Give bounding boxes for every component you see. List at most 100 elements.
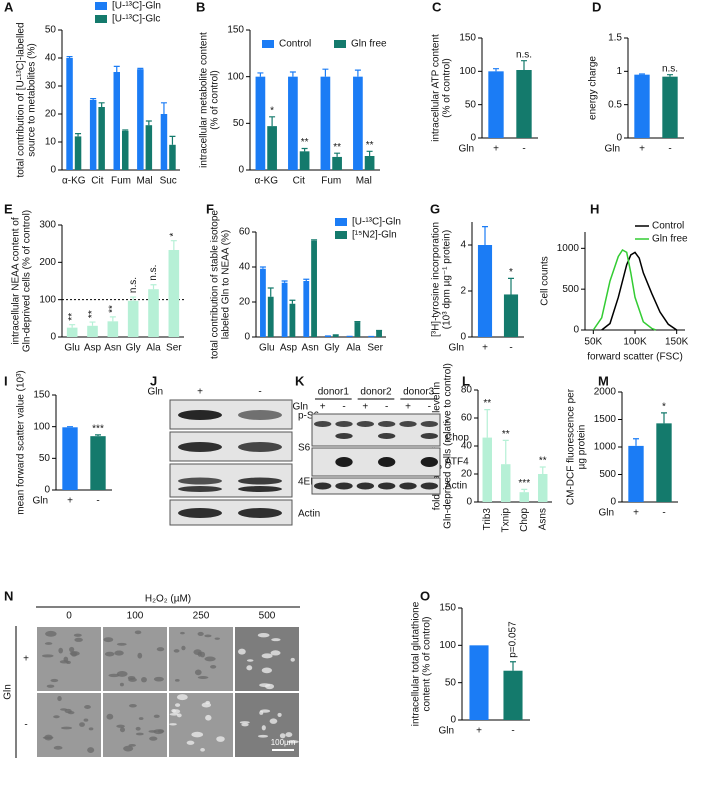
blot-band (238, 486, 282, 492)
band-label: * (445, 419, 449, 430)
x-tick-label: + (493, 144, 499, 155)
annotation: n.s. (148, 265, 159, 281)
bar (354, 322, 361, 337)
bar (98, 107, 105, 170)
bar (376, 330, 382, 337)
x-tick-label: Fum (321, 176, 341, 187)
y-axis-label: CM-DCF fluorescence per (566, 388, 577, 505)
bar (90, 436, 106, 490)
x-axis-label: Gln (458, 144, 474, 155)
error-bar (122, 129, 129, 131)
cell (176, 713, 182, 718)
band-label: Actin (445, 481, 467, 492)
cell (135, 732, 144, 736)
blot-band (178, 477, 222, 485)
error-bar (259, 266, 266, 269)
cell (156, 647, 165, 652)
bar (516, 70, 532, 138)
y-axis-label: total contribution of stable isotope (210, 210, 221, 359)
error-bar (267, 287, 274, 297)
bar (281, 282, 288, 337)
x-tick-label: α-KG (254, 176, 278, 187)
y-tick-label: 40 (239, 262, 251, 273)
micrograph-image (169, 693, 233, 757)
lane-label: + (320, 402, 326, 413)
cell (59, 660, 70, 664)
x-tick-label: Glu (64, 343, 80, 354)
blot-band (238, 442, 282, 452)
cell (180, 631, 185, 635)
lane-label: + (405, 402, 411, 413)
line (592, 248, 657, 331)
x-tick-label: Mal (356, 176, 372, 187)
panel-label: A (4, 0, 14, 14)
y-tick-label: 0 (238, 165, 244, 176)
error-bar (539, 466, 546, 474)
bar (137, 69, 144, 170)
cell (88, 727, 94, 731)
panel-label: N (4, 588, 13, 603)
cell (201, 702, 212, 708)
cell (290, 657, 295, 662)
cell (261, 725, 266, 731)
blot-band (335, 457, 353, 467)
cell (285, 732, 293, 738)
bar (364, 156, 375, 170)
bar (634, 74, 650, 138)
annotation: * (270, 105, 274, 116)
cell (45, 630, 57, 637)
annotation: n.s. (662, 63, 678, 74)
legend-swatch (95, 2, 107, 10)
error-bar (482, 226, 488, 245)
error-bar (137, 67, 144, 70)
blot-band (378, 482, 396, 490)
micrograph-title: H₂O₂ (µM) (145, 594, 191, 605)
y-tick-label: 500 (599, 469, 616, 480)
cell (128, 677, 137, 682)
cell (214, 637, 220, 640)
lane-label: + (362, 402, 368, 413)
x-tick-label: Glu (259, 343, 275, 354)
row-axis-label: Gln (3, 684, 14, 700)
cell (173, 649, 180, 653)
lane-label: - (385, 402, 388, 413)
annotation: ** (539, 456, 547, 467)
cell (148, 730, 157, 733)
blot-band (420, 421, 439, 427)
bar (107, 321, 119, 337)
x-tick-label: Trib3 (482, 508, 493, 531)
bar (113, 72, 120, 170)
band-label: ATF4 (445, 457, 469, 468)
band-label: p-S6 (298, 411, 320, 422)
blot-band (238, 477, 282, 485)
y-tick-label: 50 (45, 25, 57, 36)
cell (128, 704, 137, 708)
y-tick-label: 100 (227, 71, 244, 82)
cell (193, 649, 202, 655)
blot-band (399, 421, 417, 427)
error-bar (354, 321, 361, 323)
micrograph-image (103, 693, 167, 757)
x-tick-label: - (522, 144, 525, 155)
y-axis-label: energy charge (588, 56, 599, 120)
blot-band (420, 482, 439, 490)
y-axis-label: (% of control) (442, 58, 453, 117)
y-tick-label: 0.5 (608, 99, 622, 110)
y-tick-label: 1 (616, 66, 622, 77)
cell (53, 715, 60, 719)
cell (287, 740, 299, 744)
blot-band (356, 421, 375, 427)
y-tick-label: 20 (239, 297, 251, 308)
blot-band (378, 421, 396, 427)
bar (87, 325, 98, 337)
bar (267, 126, 277, 170)
cell (58, 647, 64, 654)
lane-label: - (428, 402, 431, 413)
y-tick-label: 100 (459, 66, 476, 77)
y-tick-label: 500 (562, 284, 579, 295)
cell (261, 667, 273, 674)
annotation: ** (67, 313, 78, 321)
cell (157, 729, 165, 733)
cell (69, 646, 75, 653)
